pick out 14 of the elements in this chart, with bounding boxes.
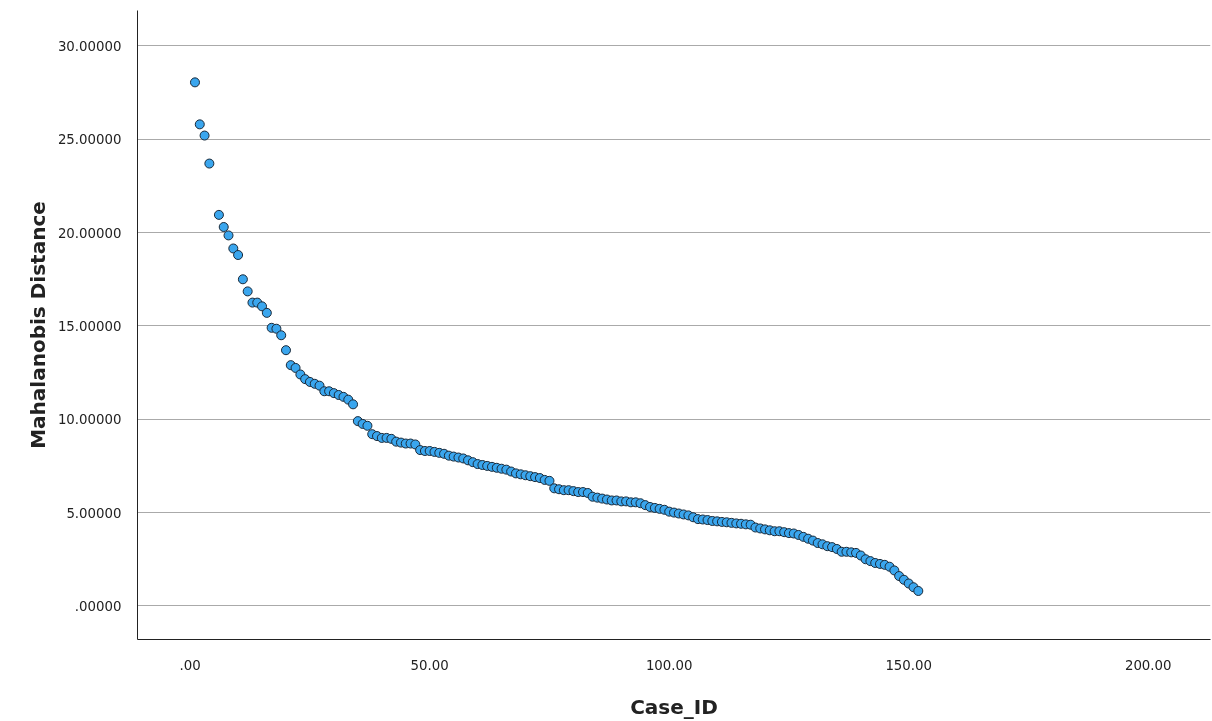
x-tick-label: 50.00 <box>410 657 449 673</box>
y-axis-title: Mahalanobis Distance <box>25 201 50 449</box>
y-tick-label: 15.00000 <box>57 318 122 334</box>
y-tick-label: 5.00000 <box>66 505 122 521</box>
y-tick-label: 30.00000 <box>57 38 122 54</box>
y-tick-label: 20.00000 <box>57 225 122 241</box>
x-tick-label: 100.00 <box>645 657 693 673</box>
y-tick-label: 25.00000 <box>57 132 122 148</box>
x-tick-label: 150.00 <box>885 657 933 673</box>
x-tick-label: .00 <box>179 657 201 673</box>
y-tick-label: 10.00000 <box>57 412 122 428</box>
x-tick-label: 200.00 <box>1124 657 1172 673</box>
x-axis-title: Case_ID <box>630 694 718 719</box>
y-tick-label: .00000 <box>74 598 122 614</box>
